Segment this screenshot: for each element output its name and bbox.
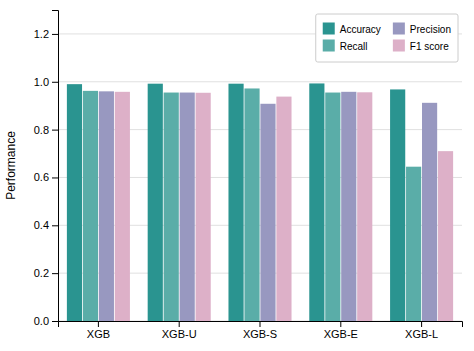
tick-mark [52,321,58,322]
tick-label: 1.0 [34,76,49,88]
legend-item: F1 score [393,40,449,52]
tick: XGB [87,321,110,340]
legend: Accuracy Recall Precision F1 score [316,14,458,62]
tick-mark [260,321,261,327]
tick-mark [421,321,422,327]
tick-label: 0.0 [34,315,49,327]
axis-title: Performance [4,131,18,200]
tick: 0.2 [34,267,58,279]
bar-series [67,83,405,321]
axis-line [52,11,59,322]
tick-mark [52,273,58,274]
bar [67,84,82,321]
bar [244,88,259,321]
chart: 0.00.20.40.60.81.01.2XGBXGB-UXGB-SXGB-EX… [0,0,474,351]
tick-mark [340,321,341,327]
bar-series [115,92,453,321]
bar [228,84,243,321]
bar [325,93,340,321]
legend-swatch [323,23,335,35]
legend-item: Accuracy [323,23,381,35]
tick: 0.6 [34,171,58,183]
grid [58,34,462,321]
y-axis: 0.0 0.2 0.4 0.6 0.8 1.0 1.2 [34,11,59,328]
bar [309,83,324,321]
tick: 1.2 [34,28,58,40]
bars [67,83,453,321]
tick-label: XGB-E [324,328,358,340]
tick-label: 0.8 [34,124,49,136]
tick-mark [52,130,58,131]
tick-mark [179,321,180,327]
bar [260,104,275,321]
bar-series [83,88,421,321]
tick-label: XGB [87,328,110,340]
axis-line [59,322,463,328]
tick-label: 0.4 [34,219,49,231]
tick-label: XGB-S [243,328,277,340]
tick-label: 0.6 [34,171,49,183]
bar [357,92,372,321]
tick: 0.4 [34,219,58,231]
tick: XGB-L [405,321,438,340]
tick: XGB-E [324,321,358,340]
grid-line [58,81,462,82]
tick-label: XGB-L [405,328,438,340]
legend-label: Recall [340,41,368,52]
legend-item: Recall [323,40,368,52]
tick: 0.0 [34,315,58,327]
legend-swatch [393,23,405,35]
tick: XGB-S [243,321,277,340]
bar [341,92,356,321]
tick-label: XGB-U [162,328,197,340]
legend-box [316,14,458,62]
tick-mark [98,321,99,327]
x-axis: XGB XGB-U XGB-S XGB-E XGB-L [59,321,463,340]
legend-swatch [393,40,405,52]
tick: 1.0 [34,76,58,88]
plot: 0.00.20.40.60.81.01.2XGBXGB-UXGB-SXGB-EX… [34,11,463,340]
tick-mark [52,34,58,35]
tick-mark [52,225,58,226]
legend-label: F1 score [410,41,449,52]
legend-swatch [323,40,335,52]
bar [438,151,453,321]
bar-series [99,91,437,321]
bar [390,89,405,321]
bar [422,103,437,321]
tick-label: 1.2 [34,28,49,40]
legend-label: Precision [410,24,451,35]
bar [99,91,114,321]
tick-label: 0.2 [34,267,49,279]
bar [83,91,98,321]
tick-mark [52,177,58,178]
legend-item: Precision [393,23,451,35]
bar [148,84,163,321]
bar [276,97,291,321]
bar [115,92,130,321]
tick: 0.8 [34,124,58,136]
bar [164,93,179,321]
tick: XGB-U [162,321,197,340]
bar [406,167,421,321]
tick-mark [52,82,58,83]
bar [196,93,211,321]
legend-label: Accuracy [340,24,381,35]
bar [180,93,195,321]
